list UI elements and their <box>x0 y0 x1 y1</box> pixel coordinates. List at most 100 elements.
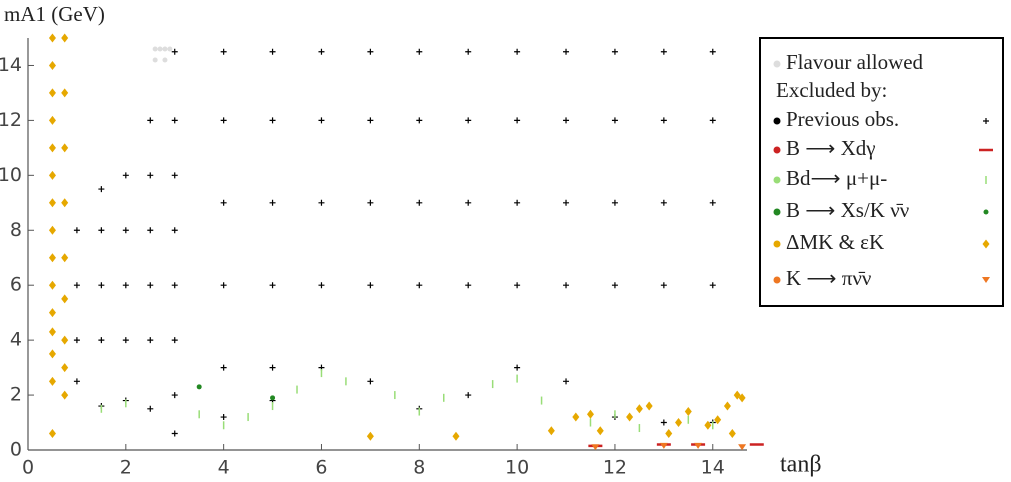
point <box>61 198 69 208</box>
point <box>61 33 69 43</box>
point <box>48 349 56 359</box>
point <box>563 48 570 55</box>
point <box>171 48 178 55</box>
point <box>167 46 173 52</box>
x-tick-label: 2 <box>120 457 132 479</box>
point <box>157 46 163 52</box>
legend-marker <box>982 239 990 249</box>
point <box>572 412 580 422</box>
point <box>147 117 154 124</box>
point <box>48 198 56 208</box>
x-tick-label: 14 <box>701 457 725 479</box>
point <box>563 282 570 289</box>
point <box>48 327 56 337</box>
point <box>73 282 80 289</box>
point <box>645 401 653 411</box>
point <box>48 225 56 235</box>
y-axis-label: mA1 (GeV) <box>4 2 105 26</box>
point <box>48 253 56 263</box>
point <box>73 378 80 385</box>
point <box>196 384 202 390</box>
point <box>269 364 276 371</box>
legend-label: Previous obs. <box>786 107 899 131</box>
point <box>171 227 178 234</box>
point <box>659 442 668 449</box>
legend-label: Bd⟶ μ+μ- <box>786 166 887 190</box>
point <box>465 392 472 399</box>
y-tick-label: 8 <box>10 219 22 241</box>
point <box>660 419 667 426</box>
point <box>465 282 472 289</box>
point <box>318 48 325 55</box>
point <box>270 395 276 401</box>
legend-dot <box>773 146 781 154</box>
point <box>367 282 374 289</box>
point <box>704 420 712 430</box>
point <box>514 364 521 371</box>
y-tick-label: 14 <box>0 54 22 76</box>
point <box>514 282 521 289</box>
point <box>709 282 716 289</box>
point <box>367 199 374 206</box>
y-tick-label: 6 <box>10 274 22 296</box>
point <box>611 48 618 55</box>
point <box>162 57 168 63</box>
point <box>563 117 570 124</box>
legend-label: ΔMK & εK <box>786 230 884 254</box>
point <box>318 117 325 124</box>
point <box>147 282 154 289</box>
point <box>367 378 374 385</box>
point <box>61 390 69 400</box>
point <box>452 431 460 441</box>
point <box>416 282 423 289</box>
point <box>738 444 747 451</box>
point <box>738 393 746 403</box>
point <box>220 48 227 55</box>
legend-dot <box>773 276 781 284</box>
legend-dot <box>773 60 781 68</box>
x-tick-label: 10 <box>505 457 529 479</box>
point <box>367 117 374 124</box>
point <box>61 294 69 304</box>
x-tick-label: 0 <box>22 457 34 479</box>
y-tick-label: 4 <box>10 329 22 351</box>
point <box>61 335 69 345</box>
point <box>48 88 56 98</box>
point <box>733 390 741 400</box>
point <box>73 337 80 344</box>
point <box>98 282 105 289</box>
point <box>514 117 521 124</box>
point <box>48 170 56 180</box>
point <box>416 199 423 206</box>
point <box>61 253 69 263</box>
point <box>596 426 604 436</box>
point <box>98 227 105 234</box>
point <box>171 282 178 289</box>
point <box>660 48 667 55</box>
point <box>563 199 570 206</box>
point <box>48 429 56 439</box>
point <box>514 199 521 206</box>
point <box>723 401 731 411</box>
point <box>714 415 722 425</box>
point <box>694 442 703 449</box>
point <box>122 337 129 344</box>
point <box>171 430 178 437</box>
point <box>709 117 716 124</box>
legend-label: B ⟶ Xdγ <box>786 136 876 160</box>
point <box>61 363 69 373</box>
point <box>220 199 227 206</box>
point <box>611 117 618 124</box>
point <box>660 282 667 289</box>
point <box>563 378 570 385</box>
y-tick-label: 0 <box>10 439 22 461</box>
point <box>675 418 683 428</box>
legend-dot <box>773 240 781 248</box>
x-tick-label: 12 <box>603 457 627 479</box>
point <box>586 409 594 419</box>
point <box>514 48 521 55</box>
point <box>220 117 227 124</box>
legend-label: K ⟶ πν̄ν <box>786 266 871 290</box>
legend-dot <box>773 117 781 125</box>
point <box>626 412 634 422</box>
